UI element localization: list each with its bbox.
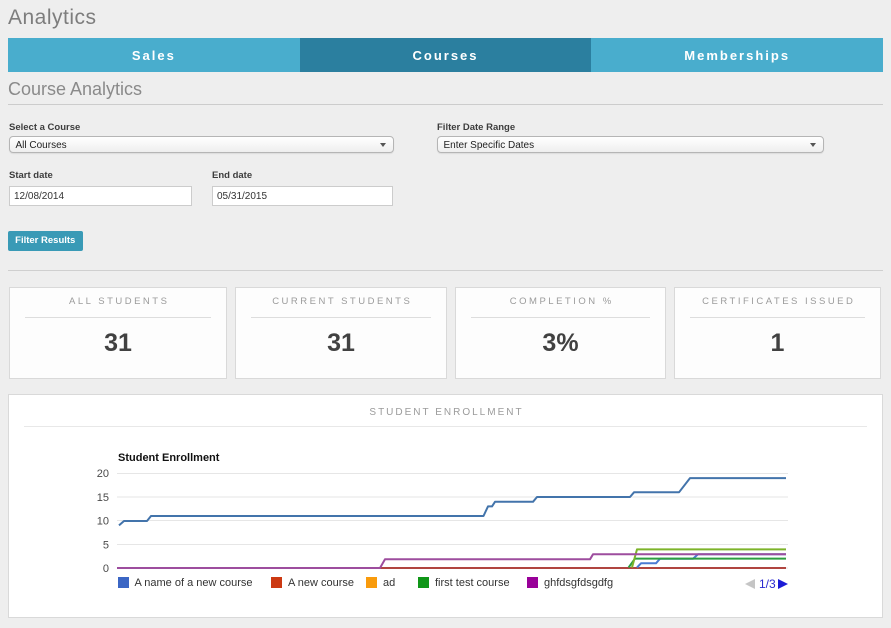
svg-text:1/3: 1/3: [759, 578, 776, 590]
